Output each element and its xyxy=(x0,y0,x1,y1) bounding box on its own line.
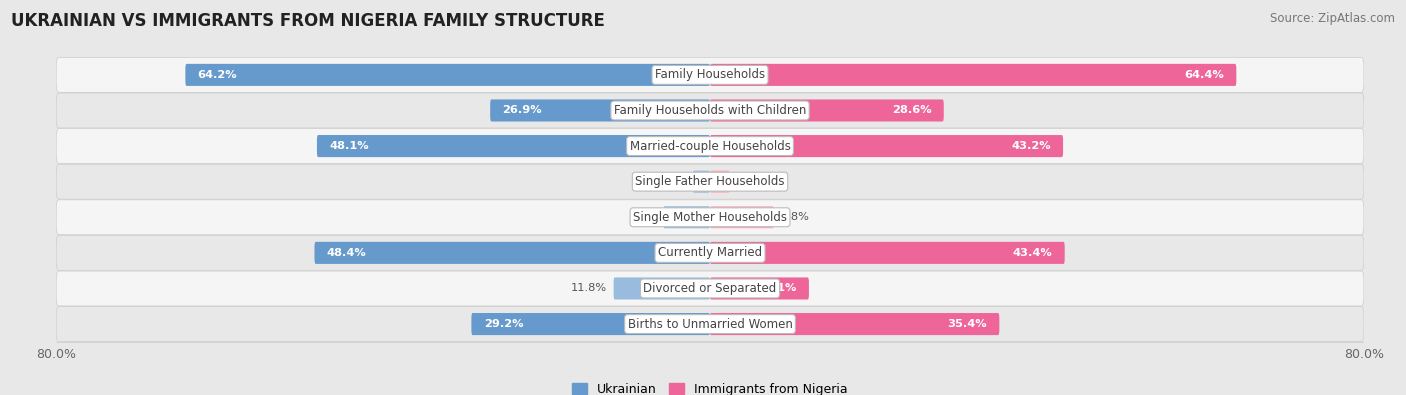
FancyBboxPatch shape xyxy=(56,271,1364,306)
Text: 28.6%: 28.6% xyxy=(891,105,932,115)
FancyBboxPatch shape xyxy=(710,313,1000,335)
Text: 48.1%: 48.1% xyxy=(329,141,368,151)
FancyBboxPatch shape xyxy=(56,164,1364,199)
FancyBboxPatch shape xyxy=(56,93,1364,128)
Text: 5.7%: 5.7% xyxy=(628,212,657,222)
FancyBboxPatch shape xyxy=(56,235,1364,270)
Text: 48.4%: 48.4% xyxy=(326,248,367,258)
FancyBboxPatch shape xyxy=(56,129,1364,164)
FancyBboxPatch shape xyxy=(710,135,1063,157)
Text: Family Households with Children: Family Households with Children xyxy=(614,104,806,117)
Text: 12.1%: 12.1% xyxy=(758,284,797,293)
Text: 26.9%: 26.9% xyxy=(502,105,543,115)
FancyBboxPatch shape xyxy=(186,64,710,86)
Text: Source: ZipAtlas.com: Source: ZipAtlas.com xyxy=(1270,12,1395,25)
FancyBboxPatch shape xyxy=(693,171,710,193)
Text: 64.2%: 64.2% xyxy=(198,70,238,80)
FancyBboxPatch shape xyxy=(56,57,1364,92)
FancyBboxPatch shape xyxy=(710,277,808,299)
Text: Married-couple Households: Married-couple Households xyxy=(630,139,790,152)
Text: 2.1%: 2.1% xyxy=(658,177,686,187)
Text: 35.4%: 35.4% xyxy=(948,319,987,329)
FancyBboxPatch shape xyxy=(491,100,710,122)
FancyBboxPatch shape xyxy=(56,200,1364,235)
Text: 43.2%: 43.2% xyxy=(1011,141,1050,151)
FancyBboxPatch shape xyxy=(56,307,1364,342)
Text: 11.8%: 11.8% xyxy=(571,284,607,293)
Text: Divorced or Separated: Divorced or Separated xyxy=(644,282,776,295)
FancyBboxPatch shape xyxy=(315,242,710,264)
FancyBboxPatch shape xyxy=(710,206,773,228)
Text: Single Father Households: Single Father Households xyxy=(636,175,785,188)
Text: Single Mother Households: Single Mother Households xyxy=(633,211,787,224)
Text: 2.4%: 2.4% xyxy=(737,177,765,187)
FancyBboxPatch shape xyxy=(664,206,710,228)
FancyBboxPatch shape xyxy=(710,100,943,122)
FancyBboxPatch shape xyxy=(710,171,730,193)
Text: Currently Married: Currently Married xyxy=(658,246,762,260)
Text: 29.2%: 29.2% xyxy=(484,319,523,329)
Text: UKRAINIAN VS IMMIGRANTS FROM NIGERIA FAMILY STRUCTURE: UKRAINIAN VS IMMIGRANTS FROM NIGERIA FAM… xyxy=(11,12,605,30)
Text: 43.4%: 43.4% xyxy=(1012,248,1053,258)
FancyBboxPatch shape xyxy=(471,313,710,335)
FancyBboxPatch shape xyxy=(316,135,710,157)
Text: 7.8%: 7.8% xyxy=(780,212,810,222)
FancyBboxPatch shape xyxy=(613,277,710,299)
Text: Births to Unmarried Women: Births to Unmarried Women xyxy=(627,318,793,331)
FancyBboxPatch shape xyxy=(710,242,1064,264)
Legend: Ukrainian, Immigrants from Nigeria: Ukrainian, Immigrants from Nigeria xyxy=(567,378,853,395)
FancyBboxPatch shape xyxy=(710,64,1236,86)
Text: 64.4%: 64.4% xyxy=(1184,70,1225,80)
Text: Family Households: Family Households xyxy=(655,68,765,81)
